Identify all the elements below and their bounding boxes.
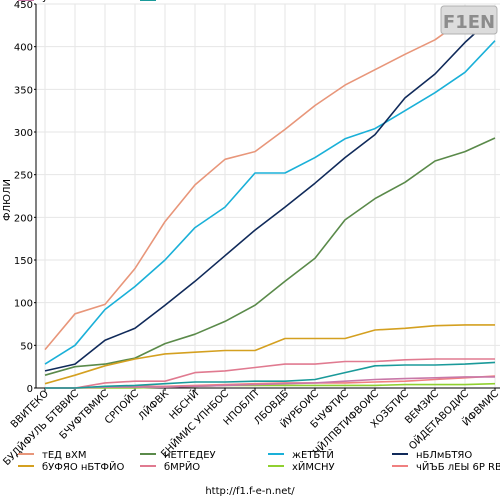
series-line xyxy=(45,361,496,389)
legend-label: хЙМСНУ xyxy=(292,460,335,473)
legend: тЕД вХМ нЕТГЕДЕУ жЕТБТЙ нБЛмБТЯО бУФЯО нБТФЙ… xyxy=(18,0,500,473)
y-tick-label: 400 xyxy=(14,43,33,54)
series-line xyxy=(45,358,495,389)
axes xyxy=(34,3,500,391)
y-tick-label: 50 xyxy=(20,341,33,352)
series-line xyxy=(44,14,496,372)
logo-text: F1EN xyxy=(443,12,495,33)
series-line xyxy=(44,7,496,351)
series-line xyxy=(45,382,496,389)
series-line xyxy=(44,324,495,385)
y-tick-label: 350 xyxy=(14,85,33,96)
y-tick-label: 450 xyxy=(14,0,33,11)
legend-label: нБЛмБТЯО xyxy=(416,450,472,461)
y-axis-label: ФЛЮЛИ xyxy=(2,179,13,221)
f1en-logo: F1EN xyxy=(440,5,498,35)
legend-label: иББУ xyxy=(164,0,190,3)
legend-label: бУФЯО нБТФЙО xyxy=(42,460,124,473)
y-tick-label: 0 xyxy=(27,384,33,395)
y-tick-labels: 0 50 100 150 200 250 300 350 400 450 xyxy=(14,0,33,395)
x-tick-label: ЛЙФВК xyxy=(135,387,171,423)
legend-label: тЕД вХМ xyxy=(42,450,87,461)
series-line xyxy=(44,137,496,376)
legend-label: жЕТБТЙ xyxy=(292,448,334,461)
legend-label: бМРЙО xyxy=(164,460,200,473)
series-lines xyxy=(44,7,496,389)
legend-label: уФЕКЛ F1 xyxy=(42,0,93,3)
series-line xyxy=(45,376,495,389)
legend-label: чЙЪБ лЕЫ 6Р RB xyxy=(416,460,500,473)
y-tick-label: 250 xyxy=(14,171,33,182)
y-tick-label: 300 xyxy=(14,128,33,139)
grid-lines xyxy=(36,3,500,389)
y-tick-label: 150 xyxy=(14,256,33,267)
y-tick-label: 100 xyxy=(14,299,33,310)
series-line xyxy=(44,40,496,365)
footer-url: http://f1.f-e-n.net/ xyxy=(205,486,295,497)
y-tick-label: 200 xyxy=(14,213,33,224)
legend-label: нЕТГЕДЕУ xyxy=(164,450,216,461)
